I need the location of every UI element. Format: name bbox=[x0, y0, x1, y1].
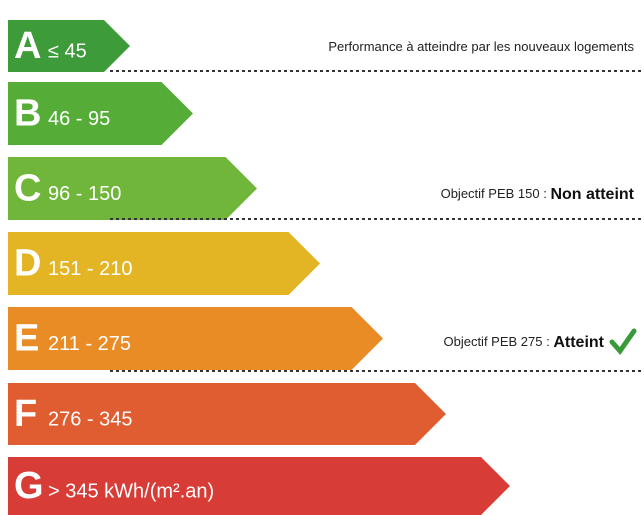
band-letter: F bbox=[14, 393, 37, 435]
energy-band bbox=[8, 457, 510, 515]
band-range: 46 - 95 bbox=[48, 108, 110, 130]
annotation-label: Objectif PEB 150 : bbox=[441, 186, 547, 201]
annotation-label: Performance à atteindre par les nouveaux… bbox=[328, 39, 634, 54]
band-letter: E bbox=[14, 318, 39, 360]
annotation-label: Objectif PEB 275 : bbox=[443, 334, 549, 349]
band-range: 151 - 210 bbox=[48, 258, 133, 280]
band-range: ≤ 45 bbox=[48, 40, 87, 62]
annotation: Performance à atteindre par les nouveaux… bbox=[328, 39, 634, 54]
energy-band bbox=[8, 157, 257, 220]
band-letter: G bbox=[14, 465, 44, 507]
energy-band bbox=[8, 232, 320, 295]
band-letter: C bbox=[14, 168, 41, 210]
energy-band bbox=[8, 307, 383, 370]
band-letter: D bbox=[14, 243, 41, 285]
band-letter: B bbox=[14, 93, 41, 135]
energy-band bbox=[8, 383, 446, 445]
band-range: > 345 kWh/(m².an) bbox=[48, 480, 214, 502]
energy-band bbox=[8, 20, 130, 72]
annotation: Objectif PEB 150 : Non atteint bbox=[441, 186, 635, 203]
band-range: 96 - 150 bbox=[48, 183, 121, 205]
check-icon bbox=[609, 328, 637, 356]
band-range: 211 - 275 bbox=[48, 333, 131, 355]
band-range: 276 - 345 bbox=[48, 408, 133, 430]
annotation: Objectif PEB 275 : Atteint bbox=[443, 334, 604, 351]
annotation-status: Non atteint bbox=[550, 186, 634, 203]
band-letter: A bbox=[14, 25, 41, 67]
annotation-status: Atteint bbox=[553, 334, 604, 351]
energy-band bbox=[8, 82, 193, 145]
